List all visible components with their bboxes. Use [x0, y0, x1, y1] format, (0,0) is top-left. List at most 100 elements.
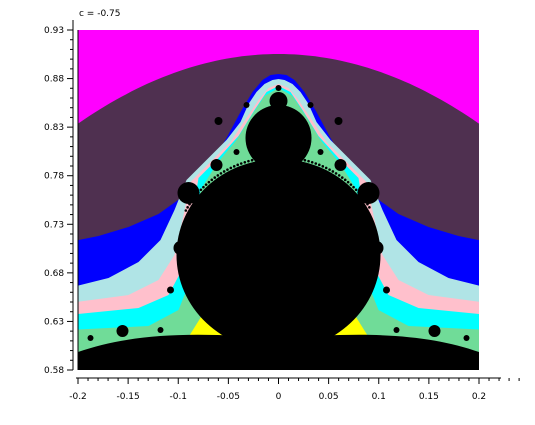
boundary-speck [303, 158, 307, 162]
boundary-speck [202, 185, 205, 189]
satellite-bulb [383, 286, 390, 294]
boundary-speck [265, 156, 269, 159]
boundary-speck [359, 194, 363, 197]
boundary-speck [331, 170, 335, 173]
boundary-speck [366, 202, 369, 206]
boundary-speck [213, 176, 217, 179]
base-region [78, 334, 479, 370]
satellite-bulb [214, 117, 223, 125]
main-bulb [176, 159, 381, 351]
boundary-speck [254, 158, 258, 161]
satellite-bulb [167, 286, 174, 294]
boundary-speck [318, 163, 321, 167]
satellite-bulb [334, 159, 347, 171]
boundary-speck [307, 159, 310, 163]
boundary-speck [346, 180, 350, 184]
boundary-speck [190, 199, 193, 203]
boundary-speck [216, 174, 220, 177]
x-tick-label: 0.2 [472, 392, 486, 402]
boundary-speck [236, 163, 239, 167]
boundary-speck [352, 185, 355, 189]
satellite-bulb [463, 335, 470, 341]
satellite-bulb [173, 241, 188, 255]
boundary-speck [281, 155, 284, 159]
boundary-speck [269, 155, 273, 159]
satellite-bulb [393, 327, 400, 333]
parameter-label: c = -0.75 [79, 9, 121, 19]
y-tick-label: 0.68 [44, 269, 64, 279]
boundary-speck [292, 156, 295, 160]
boundary-speck [239, 162, 243, 165]
top-bulb [269, 92, 288, 110]
satellite-bulb [157, 327, 164, 333]
y-tick-label: 0.93 [44, 26, 64, 36]
boundary-speck [222, 170, 226, 173]
satellite-bulb [307, 102, 314, 108]
satellite-bulb [210, 159, 223, 171]
boundary-speck [226, 168, 229, 171]
boundary-speck [186, 206, 189, 209]
boundary-speck [357, 191, 360, 194]
boundary-speck [207, 180, 211, 184]
boundary-speck [258, 157, 261, 160]
boundary-speck [368, 206, 371, 209]
fractal-bands [78, 30, 479, 370]
boundary-speck [299, 158, 303, 161]
boundary-speck [310, 160, 314, 164]
boundary-speck [210, 178, 214, 182]
boundary-speck [273, 155, 276, 159]
boundary-speck [354, 188, 358, 192]
boundary-speck [250, 158, 254, 162]
boundary-speck [340, 176, 344, 179]
satellite-bulb [233, 149, 240, 155]
satellite-bulb [87, 335, 94, 341]
axes: 0.58 0.63 0.68 0.73 0.78 0.83 0.88 0.93 -0.2 -0.1… [44, 20, 520, 402]
satellite-bulb [243, 102, 250, 108]
mandelbrot-set [78, 85, 479, 370]
x-tick-label: -0.05 [217, 392, 240, 402]
satellite-bulb [200, 227, 207, 233]
y-tick-label: 0.73 [44, 220, 64, 230]
satellite-bulb [116, 325, 129, 337]
x-tick-label: 0.1 [372, 392, 386, 402]
boundary-speck [194, 194, 198, 197]
x-tick-label: 0.15 [419, 392, 439, 402]
tip-bulb [275, 85, 282, 91]
boundary-speck [328, 168, 331, 171]
boundary-speck [314, 162, 318, 165]
satellite-bulb [334, 117, 343, 125]
boundary-speck [349, 183, 353, 186]
x-tick-label: 0 [276, 392, 282, 402]
x-tick-label: -0.1 [169, 392, 187, 402]
boundary-speck [199, 188, 203, 192]
boundary-speck [321, 165, 325, 168]
boundary-speck [197, 191, 200, 194]
y-tick-label: 0.58 [44, 366, 64, 376]
boundary-speck [361, 196, 365, 200]
boundary-speck [219, 172, 223, 175]
boundary-speck [277, 155, 280, 159]
boundary-speck [288, 156, 292, 159]
y-tick-label: 0.83 [44, 123, 64, 133]
satellite-bulb [369, 241, 384, 255]
boundary-speck [247, 159, 250, 163]
satellite-bulb [428, 325, 441, 337]
boundary-speck [229, 166, 233, 170]
boundary-speck [262, 156, 265, 160]
boundary-speck [337, 174, 341, 177]
satellite-bulb [317, 149, 324, 155]
boundary-speck [334, 172, 338, 175]
y-tick-label: 0.63 [44, 317, 64, 327]
boundary-speck [284, 155, 288, 159]
x-tick-label: -0.2 [69, 392, 87, 402]
satellite-bulb [177, 182, 200, 204]
boundary-speck [192, 196, 196, 200]
boundary-speck [184, 209, 188, 212]
plot-area [78, 30, 479, 370]
upper-bulb [245, 105, 312, 171]
boundary-speck [296, 157, 299, 160]
satellite-bulb [350, 227, 357, 233]
boundary-speck [232, 165, 236, 168]
